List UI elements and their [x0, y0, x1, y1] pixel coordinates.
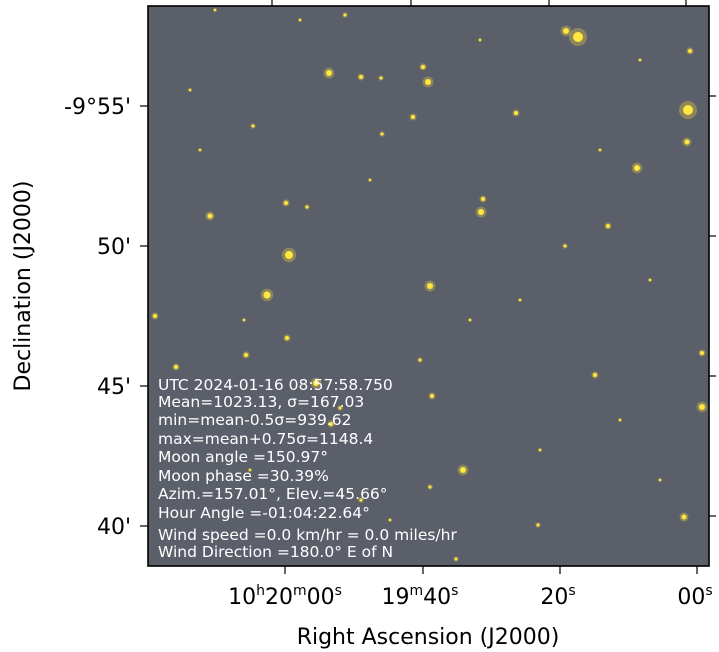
star: [563, 28, 569, 34]
star: [207, 213, 213, 219]
star: [593, 373, 597, 377]
y-tick-label: 40': [97, 515, 131, 540]
info-moon-angle: Moon angle =150.97°: [158, 448, 328, 466]
star: [478, 209, 484, 215]
info-wind-direction: Wind Direction =180.0° E of N: [158, 543, 393, 561]
star: [213, 8, 217, 12]
star: [174, 365, 178, 369]
star: [298, 18, 302, 22]
star: [198, 148, 202, 152]
star: [634, 165, 640, 171]
x-tick-label: 10h20m00s: [228, 583, 342, 610]
star: [638, 58, 642, 62]
y-tick-label: -9°55': [64, 95, 131, 120]
star: [427, 283, 433, 289]
star: [563, 244, 567, 248]
star: [305, 205, 309, 209]
star: [251, 124, 255, 128]
star: [688, 49, 692, 53]
x-axis-label: Right Ascension (J2000): [297, 625, 560, 650]
info-mean: Mean=1023.13, σ=167.03: [158, 393, 364, 411]
star: [411, 115, 415, 119]
star: [460, 467, 466, 473]
star: [244, 353, 248, 357]
star: [573, 32, 583, 42]
star: [430, 394, 434, 398]
y-axis-label: Declination (J2000): [11, 181, 36, 392]
star: [658, 478, 662, 482]
y-tick-label: 50': [97, 235, 131, 260]
y-tick-label: 45': [97, 375, 131, 400]
star: [684, 139, 690, 145]
star: [478, 38, 482, 42]
star: [700, 351, 704, 355]
star: [368, 178, 372, 182]
star: [188, 88, 192, 92]
x-axis-ticks: [271, 0, 698, 574]
star: [428, 485, 432, 489]
star: [379, 76, 383, 80]
star: [380, 132, 384, 136]
x-tick-label: 00s: [677, 583, 712, 610]
star: [326, 70, 332, 76]
star: [359, 75, 363, 79]
x-tick-label: 20s: [540, 583, 575, 610]
star: [285, 251, 293, 259]
star: [538, 448, 542, 452]
star: [285, 336, 289, 340]
sky-image: [148, 6, 709, 566]
plot-frame: [147, 5, 710, 567]
x-tick-label: 19m40s: [382, 583, 459, 610]
observation-info-overlay: UTC 2024-01-16 08:57:58.750 Mean=1023.13…: [158, 376, 457, 561]
star: [425, 79, 431, 85]
star: [343, 13, 347, 17]
info-max: max=mean+0.75σ=1148.4: [158, 430, 373, 448]
info-utc: UTC 2024-01-16 08:57:58.750: [158, 376, 393, 394]
info-wind-speed: Wind speed =0.0 km/hr = 0.0 miles/hr: [158, 526, 457, 544]
star: [248, 468, 252, 472]
star: [454, 557, 458, 561]
star: [313, 380, 319, 386]
star: [699, 404, 705, 410]
star: [606, 224, 610, 228]
star: [683, 105, 693, 115]
star: [338, 406, 342, 410]
star-field: [151, 7, 708, 562]
star: [359, 498, 363, 502]
star: [263, 291, 271, 299]
star: [468, 318, 472, 322]
info-hour-angle: Hour Angle =-01:04:22.64°: [158, 504, 370, 522]
star: [418, 358, 422, 362]
star: [618, 418, 622, 422]
info-min: min=mean-0.5σ=939.62: [158, 411, 351, 429]
star: [518, 298, 522, 302]
star: [514, 111, 518, 115]
star: [284, 201, 288, 205]
star: [681, 514, 687, 520]
star: [648, 278, 652, 282]
y-axis-ticks: [140, 95, 716, 527]
star: [421, 65, 425, 69]
star: [481, 197, 485, 201]
star: [536, 523, 540, 527]
info-azim-elev: Azim.=157.01°, Elev.=45.66°: [158, 485, 388, 503]
star: [388, 518, 392, 522]
star: [242, 318, 246, 322]
star: [329, 422, 333, 426]
info-moon-phase: Moon phase =30.39%: [158, 467, 329, 485]
star: [598, 148, 602, 152]
star: [153, 314, 157, 318]
